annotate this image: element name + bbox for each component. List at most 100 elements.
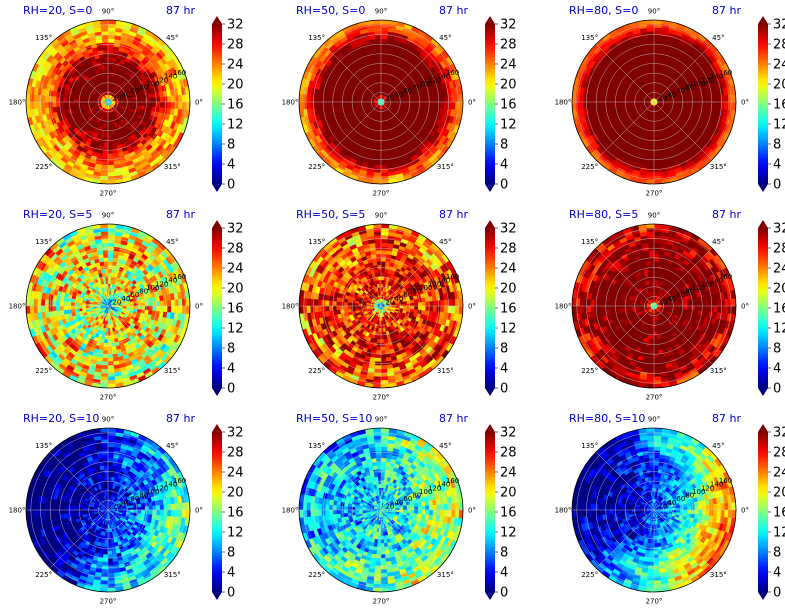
colorbar-extend-min xyxy=(485,592,495,600)
radial-tick-label: 120 xyxy=(428,280,441,288)
radial-tick-label: 20 xyxy=(112,298,121,306)
radial-tick-label: 40 xyxy=(394,499,403,507)
radial-tick-label: 120 xyxy=(701,484,714,492)
polar-frame xyxy=(571,223,737,389)
angular-tick-label: 45° xyxy=(712,238,724,246)
colorbar-tick-label: 24 xyxy=(773,262,785,277)
angular-tick-label: 135° xyxy=(35,442,52,450)
colorbar-extend-max xyxy=(485,16,495,24)
panel-time: 87 hr xyxy=(439,4,468,17)
radial-tick-label: 40 xyxy=(667,91,676,99)
colorbar-tick-label: 20 xyxy=(773,486,785,501)
colorbar-tick-label: 32 xyxy=(773,222,785,237)
colorbar-tick-label: 16 xyxy=(500,506,517,521)
angular-tick-label: 0° xyxy=(741,99,749,107)
polar-grid xyxy=(572,428,736,592)
radial-tick-label: 160 xyxy=(719,69,732,77)
colorbar: 0 4 8 12 16 20 24 28 32 xyxy=(212,16,244,193)
colorbar-tick-label: 8 xyxy=(227,342,235,357)
polar-grid xyxy=(299,428,463,592)
polar-panel-3: 0°45°90°135°180°225°270°315°20 40 60 801001… xyxy=(555,4,785,198)
polar-grid xyxy=(299,20,463,184)
angular-tick-label: 225° xyxy=(308,163,325,171)
panel-title: RH=20, S=10 xyxy=(23,412,99,425)
colorbar: 0 4 8 12 16 20 24 28 32 xyxy=(212,424,244,601)
colorbar-tick-label: 20 xyxy=(227,78,244,93)
angular-tick-label: 90° xyxy=(648,416,660,424)
colorbar-tick-label: 12 xyxy=(500,322,517,337)
colorbar-tick-label: 20 xyxy=(773,78,785,93)
radial-tick-label: 120 xyxy=(428,76,441,84)
radial-tick-label: 60 xyxy=(403,291,412,299)
angular-tick-label: 270° xyxy=(373,598,390,606)
angular-tick-label: 315° xyxy=(164,367,181,375)
radial-tick-label: 20 xyxy=(112,94,121,102)
polar-panel-9: 0°45°90°135°180°225°270°315°20 40 60 801001… xyxy=(555,412,785,606)
angular-tick-label: 180° xyxy=(282,99,299,107)
colorbar-tick-label: 0 xyxy=(773,586,781,601)
angular-tick-label: 135° xyxy=(35,238,52,246)
angular-tick-label: 45° xyxy=(439,238,451,246)
angular-tick-label: 225° xyxy=(35,367,52,375)
colorbar-tick-label: 8 xyxy=(227,138,235,153)
angular-tick-label: 45° xyxy=(166,238,178,246)
angular-tick-label: 180° xyxy=(9,303,26,311)
colorbar-tick-label: 24 xyxy=(227,262,244,277)
colorbar-extend-min xyxy=(758,592,768,600)
radial-tick-label: 120 xyxy=(155,280,168,288)
polar-frame xyxy=(571,19,737,185)
radial-tick-label: 140 xyxy=(437,73,450,81)
colorbar-tick-label: 28 xyxy=(773,38,785,53)
colorbar-tick-label: 8 xyxy=(773,138,781,153)
radial-tick-label: 60 xyxy=(676,291,685,299)
angular-tick-label: 225° xyxy=(308,367,325,375)
colorbar-tick-label: 4 xyxy=(773,566,781,581)
colorbar-tick-label: 24 xyxy=(500,262,517,277)
angular-tick-label: 270° xyxy=(646,190,663,198)
colorbar-tick-label: 0 xyxy=(500,178,508,193)
colorbar-tick-label: 4 xyxy=(500,566,508,581)
colorbar-tick-label: 32 xyxy=(500,222,517,237)
colorbar: 0 4 8 12 16 20 24 28 32 xyxy=(485,220,517,397)
radial-tick-label: 60 xyxy=(403,87,412,95)
angular-tick-label: 0° xyxy=(468,507,476,515)
colorbar-extend-min xyxy=(758,388,768,396)
angular-tick-label: 45° xyxy=(712,34,724,42)
polar-panel-7: 0°45°90°135°180°225°270°315°20 40 60 801001… xyxy=(9,412,244,606)
radial-tick-label: 40 xyxy=(667,499,676,507)
angular-tick-label: 0° xyxy=(468,303,476,311)
colorbar: 0 4 8 12 16 20 24 28 32 xyxy=(212,220,244,397)
panel-time: 87 hr xyxy=(712,208,741,221)
colorbar-tick-label: 12 xyxy=(227,322,244,337)
colorbar-extend-max xyxy=(212,16,222,24)
colorbar-extend-min xyxy=(212,184,222,192)
polar-frame xyxy=(25,427,191,593)
polar-grid xyxy=(26,20,190,184)
radial-tick-label: 80 xyxy=(139,84,148,92)
colorbar-tick-label: 32 xyxy=(773,18,785,33)
colorbar-tick-label: 28 xyxy=(773,242,785,257)
angular-tick-label: 315° xyxy=(437,367,454,375)
colorbar-tick-label: 0 xyxy=(227,382,235,397)
colorbar-extend-max xyxy=(758,424,768,432)
angular-tick-label: 135° xyxy=(581,442,598,450)
radial-tick-label: 140 xyxy=(164,481,177,489)
angular-tick-label: 90° xyxy=(102,416,114,424)
angular-tick-label: 45° xyxy=(166,34,178,42)
panel-title: RH=80, S=5 xyxy=(569,208,638,221)
panel-time: 87 hr xyxy=(712,4,741,17)
colorbar-tick-label: 0 xyxy=(227,178,235,193)
panel-time: 87 hr xyxy=(166,208,195,221)
radial-tick-label: 160 xyxy=(719,273,732,281)
colorbar-tick-label: 16 xyxy=(773,302,785,317)
colorbar-tick-label: 32 xyxy=(773,426,785,441)
polar-panel-4: 0°45°90°135°180°225°270°315°20 40 60 801001… xyxy=(9,208,244,402)
colorbar-tick-label: 16 xyxy=(773,506,785,521)
colorbar-tick-label: 20 xyxy=(227,282,244,297)
colorbar-tick-label: 16 xyxy=(227,302,244,317)
colorbar-tick-label: 12 xyxy=(773,118,785,133)
colorbar-extend-min xyxy=(485,388,495,396)
radial-tick-label: 60 xyxy=(676,495,685,503)
polar-panel-6: 0°45°90°135°180°225°270°315°20 40 60 801001… xyxy=(555,208,785,402)
